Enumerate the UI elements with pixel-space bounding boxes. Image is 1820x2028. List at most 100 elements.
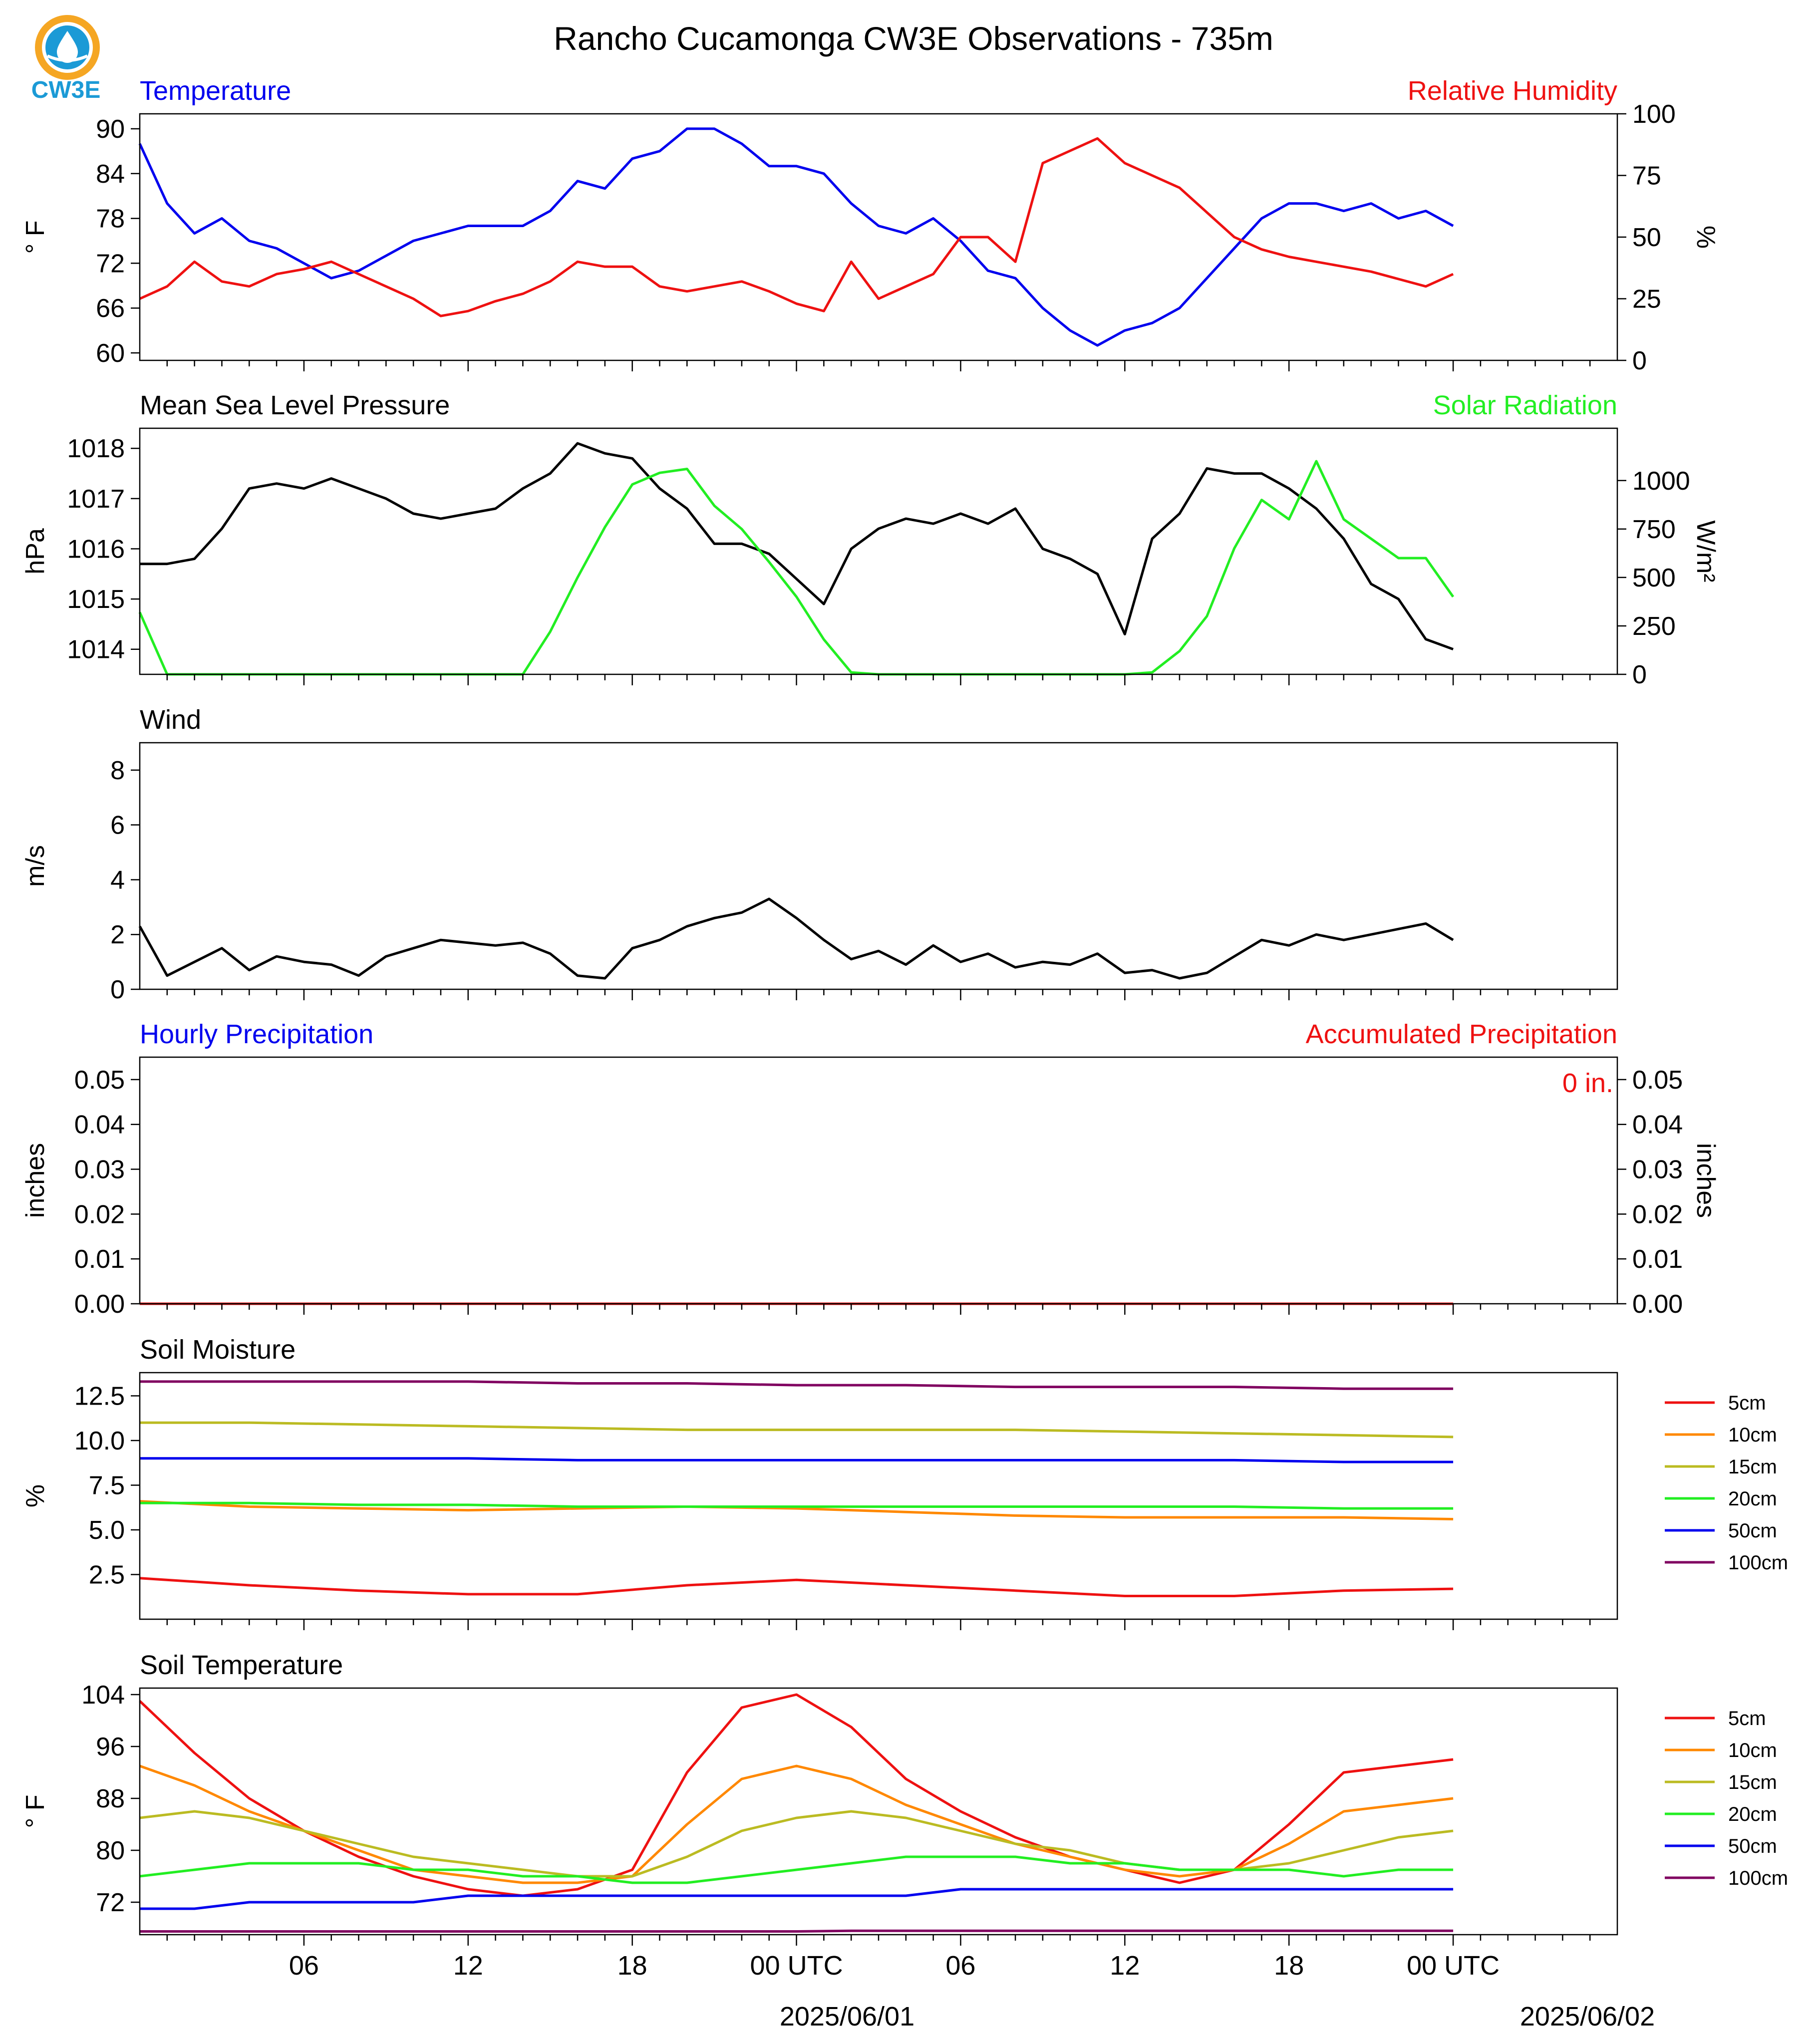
y-axis-label-left: inches	[21, 1143, 50, 1218]
y-tick-label-right: 0.03	[1632, 1156, 1683, 1184]
y-tick-label-right: 100	[1632, 100, 1676, 129]
series-line-mean-sea-level-pressure	[140, 442, 1454, 651]
y-tick-label-left: 7.5	[89, 1471, 125, 1500]
y-tick-label-left: 10.0	[74, 1427, 125, 1455]
y-tick-label-left: 0	[110, 975, 125, 1004]
y-tick-label-right: 750	[1632, 515, 1676, 544]
series-line-100cm	[140, 1380, 1454, 1390]
panel-4: 0.05 0.04 0.03 0.02 0.01 0.00 0.05 0.04 0.03 0.02…	[21, 1019, 1720, 1319]
y-tick-label-right: 25	[1632, 285, 1661, 314]
x-tick-label: 12	[453, 1951, 483, 1981]
y-axis-label-right: W/m²	[1691, 520, 1720, 582]
y-tick-label-left: 72	[96, 249, 125, 278]
x-tick-label: 06	[289, 1951, 319, 1981]
y-axis-label-left: ° F	[21, 220, 50, 254]
panel-title-right: Relative Humidity	[1408, 76, 1617, 106]
y-tick-label-left: 88	[96, 1784, 125, 1813]
y-tick-label-left: 1014	[67, 635, 125, 664]
panel-title-left: Wind	[140, 705, 201, 735]
panel-title-left: Temperature	[140, 76, 291, 106]
panel-2: 1018 1017 1016 1015 1014 1000 750 500 250 0 Mean S…	[21, 390, 1720, 689]
panel-title-left: Soil Moisture	[140, 1335, 296, 1365]
panel-title-left: Mean Sea Level Pressure	[140, 390, 450, 420]
legend-label: 5cm	[1728, 1392, 1766, 1414]
legend-label: 50cm	[1728, 1520, 1777, 1542]
y-tick-label-right: 250	[1632, 612, 1676, 641]
y-tick-label-left: 1017	[67, 485, 125, 514]
y-tick-label-left: 2	[110, 920, 125, 949]
y-tick-label-left: 4	[110, 866, 125, 894]
y-tick-label-right: 50	[1632, 223, 1661, 252]
legend-label: 15cm	[1728, 1771, 1777, 1793]
y-tick-label-left: 1015	[67, 585, 125, 614]
y-tick-label-left: 90	[96, 115, 125, 144]
y-tick-label-left: 0.03	[74, 1156, 125, 1184]
y-tick-label-left: 0.00	[74, 1290, 125, 1319]
y-tick-label-left: 1018	[67, 434, 125, 463]
y-axis-label-right: inches	[1691, 1143, 1720, 1218]
x-tick-label: 00 UTC	[1407, 1951, 1500, 1981]
y-tick-label-left: 1016	[67, 535, 125, 564]
x-tick-label: 18	[617, 1951, 647, 1981]
x-tick-label: 06	[945, 1951, 975, 1981]
y-tick-label-left: 0.04	[74, 1111, 125, 1140]
panel-title-right: Accumulated Precipitation	[1306, 1019, 1617, 1049]
y-tick-label-left: 96	[96, 1733, 125, 1761]
date-label-1: 2025/06/01	[780, 2002, 914, 2028]
legend-label: 20cm	[1728, 1488, 1777, 1510]
y-tick-label-right: 0	[1632, 660, 1647, 689]
legend-label: 10cm	[1728, 1739, 1777, 1761]
y-tick-label-left: 0.05	[74, 1066, 125, 1095]
panel-3: 8 6 4 2 0 Wind m/s	[21, 705, 1618, 1004]
y-axis-label-left: hPa	[21, 528, 50, 575]
x-tick-label: 12	[1110, 1951, 1140, 1981]
legend-label: 100cm	[1728, 1867, 1788, 1889]
y-tick-label-right: 0.01	[1632, 1245, 1683, 1274]
x-tick-label: 00 UTC	[750, 1951, 843, 1981]
y-tick-label-left: 104	[81, 1681, 125, 1710]
y-tick-label-left: 78	[96, 205, 125, 234]
series-line-5cm	[139, 1577, 1454, 1597]
legend-label: 10cm	[1728, 1424, 1777, 1446]
y-tick-label-left: 80	[96, 1836, 125, 1865]
series-line-15cm	[140, 1421, 1454, 1439]
panel-1: 90 84 78 72 66 60 100 75 50 25 0 Temperature Relativ…	[21, 76, 1720, 375]
y-tick-label-left: 84	[96, 160, 125, 189]
logo-text: CW3E	[31, 77, 101, 103]
y-tick-label-right: 0	[1632, 346, 1647, 375]
y-tick-label-left: 0.02	[74, 1200, 125, 1229]
y-tick-label-left: 8	[110, 756, 125, 785]
accumulated-annotation: 0 in.	[1562, 1068, 1613, 1098]
legend-label: 20cm	[1728, 1803, 1777, 1825]
y-axis-label-left: m/s	[21, 845, 50, 887]
series-line-50cm	[140, 1888, 1454, 1910]
y-tick-label-left: 2.5	[89, 1561, 125, 1590]
figure-title: Rancho Cucamonga CW3E Observations - 735…	[554, 20, 1273, 57]
legend-label: 100cm	[1728, 1552, 1788, 1574]
legend-label: 15cm	[1728, 1456, 1777, 1478]
series-line-20cm	[140, 1501, 1454, 1510]
y-tick-label-left: 0.01	[74, 1245, 125, 1274]
y-axis-label-right: %	[1691, 226, 1720, 249]
y-tick-label-right: 0.02	[1632, 1200, 1683, 1229]
y-tick-label-right: 75	[1632, 162, 1661, 191]
legend-label: 50cm	[1728, 1835, 1777, 1857]
panel-title-right: Solar Radiation	[1433, 390, 1617, 420]
x-tick-label: 18	[1274, 1951, 1304, 1981]
panel-5: 12.5 10.0 7.5 5.0 2.5 Soil Moisture% 5cm 10cm 15…	[21, 1335, 1788, 1630]
series-line-10cm	[139, 1500, 1454, 1520]
y-tick-label-right: 0.00	[1632, 1290, 1683, 1319]
panel-title-left: Soil Temperature	[140, 1650, 343, 1680]
series-line-wind-speed	[138, 897, 1454, 980]
date-label-2: 2025/06/02	[1520, 2002, 1655, 2028]
y-tick-label-left: 72	[96, 1888, 125, 1917]
y-axis-label-left: %	[21, 1484, 50, 1507]
series-line-temperature	[138, 127, 1454, 347]
y-tick-label-left: 66	[96, 294, 125, 323]
series-line-relative-humidity	[139, 137, 1454, 317]
cw3e-logo: CW3E	[31, 15, 101, 103]
y-axis-label-left: ° F	[21, 1794, 50, 1828]
series-line-50cm	[140, 1457, 1454, 1463]
y-tick-label-left: 12.5	[74, 1382, 125, 1411]
